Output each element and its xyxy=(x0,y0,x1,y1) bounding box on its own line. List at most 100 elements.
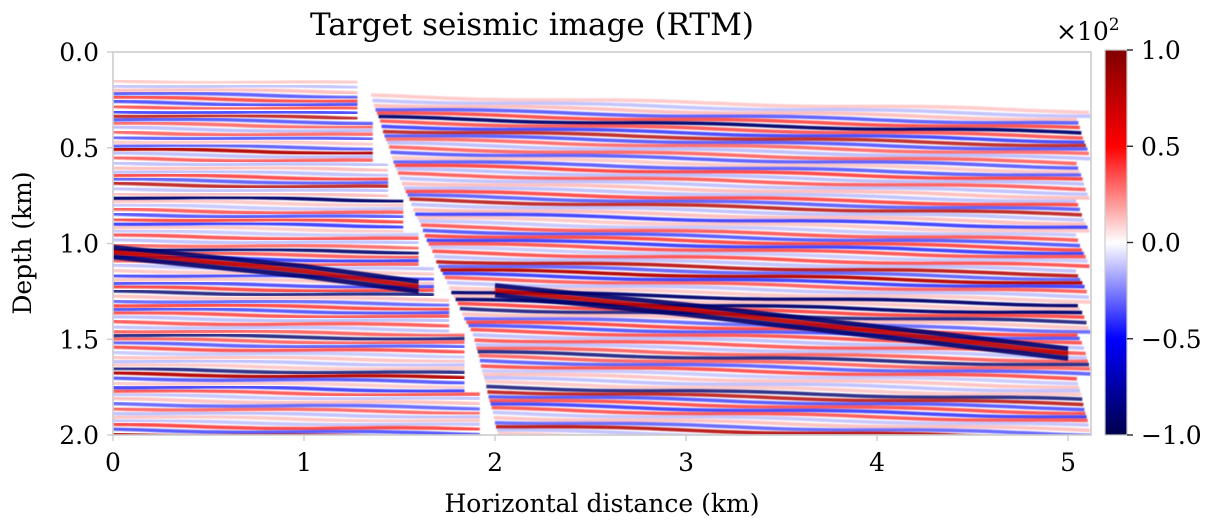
reflector-event xyxy=(113,401,480,411)
reflector-event xyxy=(113,307,450,315)
reflector-event xyxy=(113,169,389,178)
reflector-event xyxy=(487,390,1084,407)
reflector-event xyxy=(113,135,373,142)
reflector-event xyxy=(113,336,465,345)
reflector-event xyxy=(113,370,465,380)
reflector-event xyxy=(113,355,465,364)
colorbar-tick-label: −0.5 xyxy=(1141,325,1202,354)
reflector-event xyxy=(113,396,480,406)
reflector-event xyxy=(426,238,1084,256)
reflector-event xyxy=(113,376,465,385)
strong-reflector xyxy=(113,249,419,290)
y-tick-label: 1.5 xyxy=(59,325,99,354)
strong-reflector xyxy=(494,283,1069,352)
reflector-event xyxy=(394,163,1083,181)
reflector-event xyxy=(377,111,1080,130)
reflector-event xyxy=(481,369,1079,386)
reflector-event xyxy=(422,228,1081,248)
reflector-event xyxy=(388,145,1077,166)
reflector-event xyxy=(475,343,1087,360)
reflector-event xyxy=(396,166,1085,186)
x-tick-label: 0 xyxy=(105,448,121,477)
reflector-event xyxy=(502,453,1083,466)
reflector-event xyxy=(399,176,1088,197)
reflector-event xyxy=(113,345,465,355)
colorbar-tick-label: −1.0 xyxy=(1141,421,1202,450)
reflector-event xyxy=(476,346,1088,364)
reflector-event xyxy=(417,215,1090,233)
reflector-event xyxy=(415,212,1088,230)
colorbar: 1.0 0.5 0.0 −0.5 −1.0 ×102 xyxy=(1056,15,1202,450)
reflector-event xyxy=(490,402,1087,419)
reflector-event xyxy=(113,83,358,90)
reflector-event xyxy=(432,249,1090,269)
reflector-event xyxy=(113,212,404,219)
reflector-event xyxy=(503,460,1084,473)
reflector-event xyxy=(384,134,1088,151)
reflector-event xyxy=(442,271,1085,289)
reflector-event xyxy=(113,366,465,375)
reflector-event xyxy=(113,95,358,104)
y-tick-label: 1.0 xyxy=(59,230,99,259)
reflector-event xyxy=(411,202,1084,222)
reflector-event xyxy=(457,301,1085,319)
reflector-event xyxy=(113,299,450,308)
reflector-event xyxy=(113,362,465,371)
reflector-event xyxy=(378,114,1082,135)
reflector-event xyxy=(446,280,1089,299)
reflector-event xyxy=(113,414,480,423)
reflector-event xyxy=(113,237,419,245)
reflector-event xyxy=(403,186,1077,203)
reflector-event xyxy=(113,155,373,163)
reflector-event xyxy=(440,268,1083,285)
reflector-event xyxy=(113,407,480,416)
reflector-event xyxy=(113,143,373,152)
reflector-event xyxy=(113,78,358,85)
reflector-event xyxy=(113,411,480,420)
reflector-event xyxy=(113,181,389,189)
reflector-event xyxy=(113,104,358,111)
reflector-event xyxy=(370,93,1090,115)
reflector-event xyxy=(495,425,990,435)
y-tick-label: 0.5 xyxy=(59,134,99,163)
x-tick-label: 1 xyxy=(296,448,312,477)
reflector-event xyxy=(430,245,1088,263)
reflector-event xyxy=(113,113,358,121)
reflector-event xyxy=(413,207,1086,226)
seismic-image-plot xyxy=(112,51,1092,473)
reflector-event xyxy=(488,395,1085,412)
reflector-event xyxy=(491,405,1088,423)
reflector-event xyxy=(113,199,404,208)
strong-reflector xyxy=(113,244,419,285)
reflector-event xyxy=(438,264,1081,282)
reflector-event xyxy=(113,207,404,215)
reflector-event xyxy=(113,443,480,447)
reflector-event xyxy=(484,376,1081,393)
reflector-event xyxy=(113,229,419,237)
reflector-event xyxy=(391,155,1080,174)
reflector-event xyxy=(113,147,373,156)
reflector-event xyxy=(501,449,1082,461)
strong-reflector xyxy=(494,287,1069,357)
reflector-event xyxy=(113,186,389,193)
reflector-event xyxy=(434,254,1077,273)
strong-reflector xyxy=(113,254,419,294)
reflector-event xyxy=(113,314,450,323)
reflector-event xyxy=(480,364,1077,381)
reflector-event xyxy=(113,333,465,341)
x-axis-label: Horizontal distance (km) xyxy=(444,489,759,518)
reflector-event xyxy=(113,294,450,303)
reflector-event xyxy=(113,439,480,443)
reflector-event xyxy=(485,379,1082,397)
x-tick-label: 4 xyxy=(869,448,885,477)
y-tick-label: 0.0 xyxy=(59,38,99,67)
reflector-event xyxy=(113,125,373,133)
reflector-event xyxy=(493,415,1090,433)
reflector-event xyxy=(113,329,465,338)
reflector-event xyxy=(113,217,404,225)
reflector-event xyxy=(436,260,1079,278)
reflector-event xyxy=(499,438,1080,450)
reflector-event xyxy=(113,151,373,159)
reflector-event xyxy=(113,173,389,182)
colorbar-ticks: 1.0 0.5 0.0 −0.5 −1.0 xyxy=(1127,36,1202,450)
